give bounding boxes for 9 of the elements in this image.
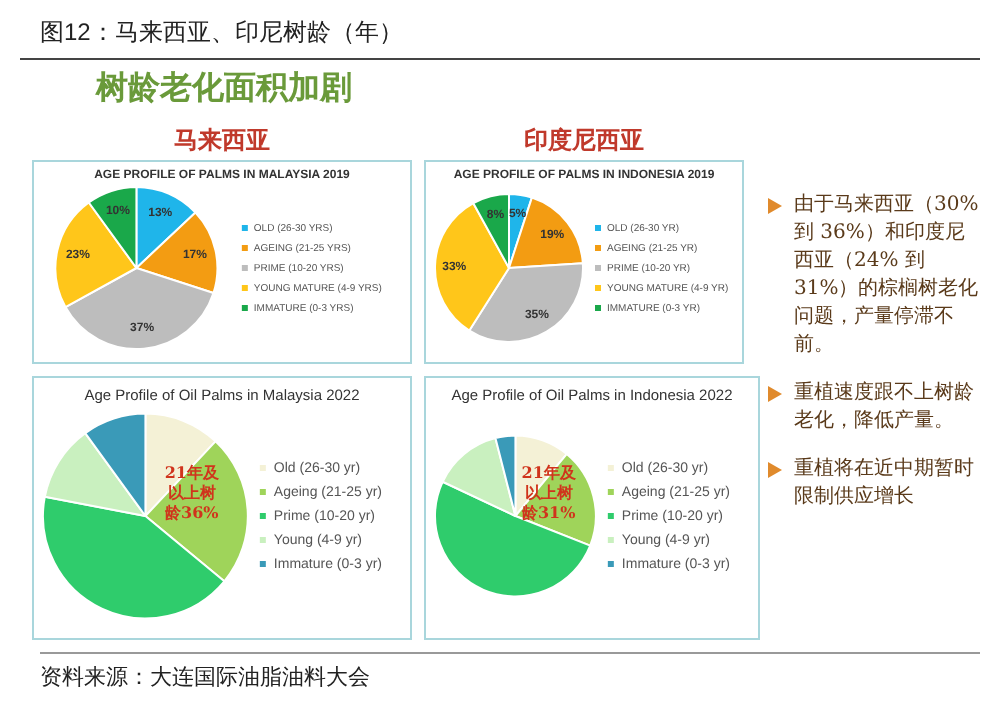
text: 21年及以上树龄36%	[163, 462, 221, 523]
text: 重植将在近中期暂时限制供应增长	[794, 456, 976, 512]
text: 树龄老化面积加剧	[93, 68, 354, 110]
text: 图12：马来西亚、印尼树龄（年）	[20, 16, 980, 60]
text: 资料来源：大连国际油脂油料大会	[40, 664, 372, 692]
text: 重植速度跟不上树龄老化，降低产量。	[794, 380, 976, 436]
text: 由于马来西亚（30% 到 36%）和印度尼西亚（24% 到 31%）的棕榈树老化问题，产量停滞不前。	[794, 192, 981, 360]
chart-title: 印度尼西亚	[522, 124, 646, 158]
chart-title: 马来西亚	[172, 124, 272, 158]
